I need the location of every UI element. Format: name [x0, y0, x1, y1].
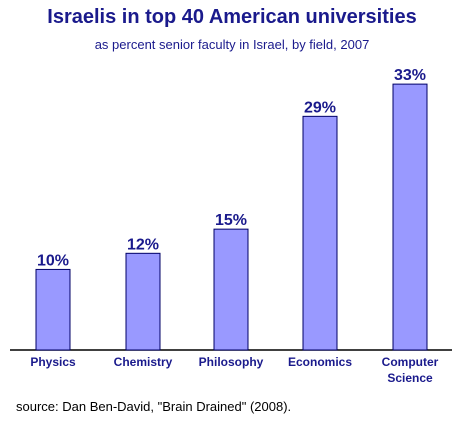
category-label-line: Economics — [288, 355, 352, 369]
category-labels-group: Physics Chemistry Philosophy Economics Compu… — [30, 355, 438, 385]
chart-title: Israelis in top 40 American universities — [47, 6, 417, 28]
category-label-line: Philosophy — [199, 355, 264, 369]
bar-economics — [302, 115, 338, 351]
category-label-chemistry: Chemistry — [114, 355, 173, 369]
data-label-physics: 10% — [37, 252, 69, 269]
bar-computer-science — [392, 83, 428, 351]
data-label-economics: 29% — [304, 99, 336, 116]
category-label-computer-science: Computer Science — [382, 355, 439, 385]
value-labels-group: 10% 12% 15% 29% 33% — [37, 67, 426, 269]
category-label-line: Computer — [382, 355, 439, 369]
bar-physics — [35, 268, 71, 351]
category-label-economics: Economics — [288, 355, 352, 369]
category-label-line: Physics — [30, 355, 76, 369]
chart-subtitle: as percent senior faculty in Israel, by … — [94, 37, 370, 52]
category-label-line: Science — [387, 371, 433, 385]
bars-group — [35, 83, 428, 351]
category-label-philosophy: Philosophy — [199, 355, 264, 369]
data-label-chemistry: 12% — [127, 236, 159, 253]
source-note: source: Dan Ben-David, "Brain Drained" (… — [16, 399, 292, 414]
data-label-philosophy: 15% — [215, 212, 247, 229]
category-label-line: Chemistry — [114, 355, 173, 369]
category-label-physics: Physics — [30, 355, 76, 369]
bar-philosophy — [213, 228, 249, 351]
data-label-computer-science: 33% — [394, 67, 426, 84]
bar-chemistry — [125, 252, 161, 351]
